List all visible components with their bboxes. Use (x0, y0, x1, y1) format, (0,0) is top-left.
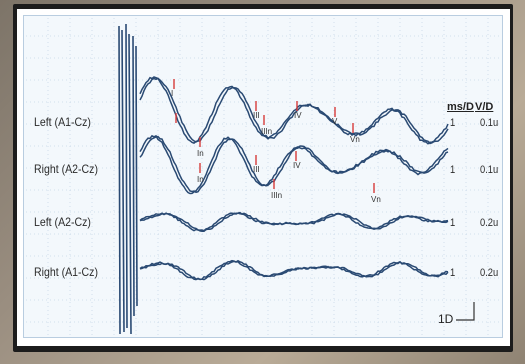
trace-channel-1 (139, 77, 449, 145)
trace-channel-3 (139, 212, 449, 232)
scale-bar (456, 302, 475, 321)
channel-label-right-a2-cz: Right (A2-Cz) (34, 162, 98, 176)
channel-3-ms: 1 (450, 217, 456, 229)
grid (26, 18, 500, 335)
volts-per-div-header: V/D (475, 101, 494, 113)
trace-channel-2 (139, 134, 449, 195)
peak-label: V (332, 117, 338, 126)
waveform-plot: I III IV V IIIn Vn In III IV In IIIn Vn Left (A1-Cz… (23, 15, 503, 338)
peak-label: Vn (350, 135, 360, 144)
channel-2-ms: 1 (450, 164, 456, 176)
peak-label: IV (294, 111, 302, 120)
waveform-panel: I III IV V IIIn Vn In III IV In IIIn Vn Left (A1-Cz… (17, 9, 510, 346)
peak-label: III (253, 111, 260, 120)
peak-label: IV (293, 161, 301, 170)
peak-label: I (171, 89, 173, 98)
peak-label: III (253, 165, 260, 174)
peak-label: IIIn (271, 191, 282, 200)
channel-4-ms: 1 (450, 267, 456, 279)
scale-label: 1D (438, 312, 454, 326)
stimulus-artifact (118, 23, 138, 335)
channel-1-volts: 0.1u (480, 117, 499, 129)
trace-channel-4 (139, 259, 449, 281)
traces (118, 23, 449, 335)
trace-channel-3 (139, 211, 449, 233)
channel-3-volts: 0.2u (480, 217, 499, 229)
channel-4-volts: 0.2u (480, 267, 499, 279)
trace-channel-1 (139, 76, 449, 145)
peak-label: In (197, 149, 204, 158)
channel-label-right-a1-cz: Right (A1-Cz) (34, 265, 98, 279)
ms-per-div-header: ms/D (447, 101, 474, 113)
peak-label: In (197, 175, 204, 184)
channel-label-left-a2-cz: Left (A2-Cz) (34, 215, 91, 229)
peak-label: IIIn (261, 127, 272, 136)
channel-1-ms: 1 (450, 117, 456, 129)
channel-label-left-a1-cz: Left (A1-Cz) (34, 115, 91, 129)
channel-2-volts: 0.1u (480, 164, 499, 176)
peak-label: Vn (371, 195, 381, 204)
